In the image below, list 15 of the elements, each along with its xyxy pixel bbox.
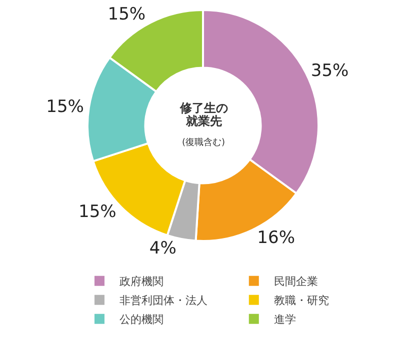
data-label: 15% — [78, 202, 116, 222]
legend-label: 教職・研究 — [274, 294, 329, 308]
legend-label: 非営利団体・法人 — [119, 294, 208, 308]
data-label: 35% — [310, 61, 349, 82]
legend-label: 政府機関 — [119, 275, 164, 288]
legend-label: 進学 — [274, 313, 296, 326]
data-label: 16% — [257, 228, 295, 248]
text: (復職含む) — [182, 137, 226, 148]
legend-label: 公的機関 — [119, 313, 164, 326]
data-label: 15% — [46, 97, 84, 118]
data-label: 15% — [108, 4, 146, 25]
text: 就業先 — [185, 114, 222, 128]
legend-label: 民間企業 — [274, 275, 318, 288]
text: 修了生の — [179, 101, 228, 115]
data-label: 4% — [149, 238, 176, 259]
